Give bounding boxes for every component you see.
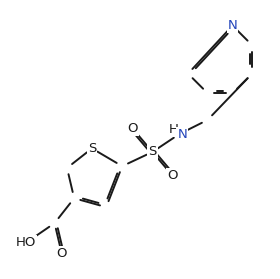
- Text: N: N: [177, 128, 187, 141]
- Text: H: H: [169, 123, 179, 136]
- Text: O: O: [167, 169, 177, 182]
- Text: HO: HO: [16, 236, 36, 249]
- Text: O: O: [128, 122, 138, 135]
- Text: S: S: [88, 142, 96, 155]
- Text: O: O: [57, 247, 67, 260]
- Text: S: S: [148, 145, 157, 158]
- Text: N: N: [228, 19, 237, 32]
